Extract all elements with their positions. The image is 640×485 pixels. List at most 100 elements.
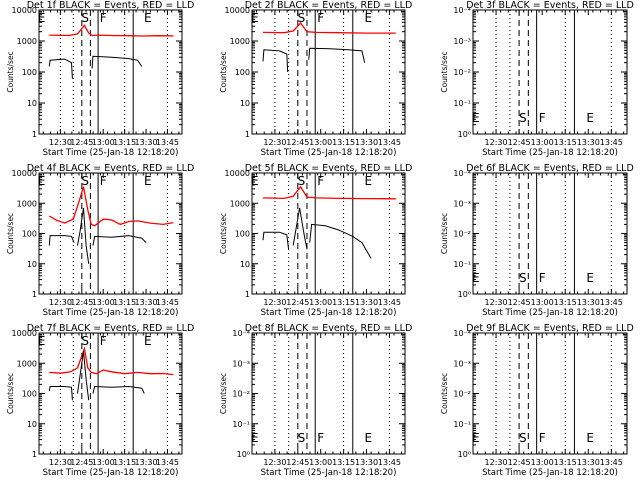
x-tick-label: 13:45 [156, 458, 179, 467]
x-tick-label: 13:00 [92, 458, 115, 467]
plot-title: Det 6f BLACK = Events, RED = LLD [466, 163, 634, 174]
series-line [48, 186, 174, 227]
y-axis-label: Counts/sec [6, 373, 15, 414]
y-axis-label: Counts/sec [6, 51, 15, 92]
x-tick-label: 12:30 [485, 138, 508, 147]
phase-marker-label: S [519, 431, 527, 445]
y-tick-label: 10 [27, 420, 37, 429]
x-tick-label: 13:00 [92, 298, 115, 307]
x-tick-label: 13:15 [332, 298, 355, 307]
x-tick-label: 13:00 [92, 138, 115, 147]
phase-marker-label: F [317, 11, 324, 25]
y-tick-label: 10⁻⁴ [453, 169, 471, 178]
phase-marker-label: E [38, 174, 46, 188]
y-tick-label: 10 [240, 99, 250, 108]
y-tick-label: 10 [240, 260, 250, 269]
phase-marker-label: E [38, 334, 46, 348]
x-axis-label: Start Time (25-Jan-18 12:18:20) [482, 468, 618, 478]
y-tick-label: 10000 [12, 329, 37, 338]
x-tick-label: 12:30 [485, 298, 508, 307]
plot-title: Det 3f BLACK = Events, RED = LLD [466, 0, 634, 11]
y-tick-label: 10⁻² [453, 390, 471, 399]
phase-marker-label: F [100, 174, 107, 188]
plot-panel: Det 4f BLACK = Events, RED = LLD 1 10 100 10… [6, 163, 194, 318]
x-tick-label: 13:30 [577, 138, 600, 147]
y-tick-label: 10⁻³ [232, 359, 250, 368]
x-tick-label: 12:45 [286, 458, 309, 467]
x-tick-label: 12:45 [508, 298, 531, 307]
x-tick-label: 12:45 [286, 138, 309, 147]
phase-marker-label: S [81, 174, 89, 188]
x-tick-label: 12:30 [49, 458, 72, 467]
y-tick-label: 10⁻³ [453, 199, 471, 208]
plot-panel: Det 6f BLACK = Events, RED = LLD 10⁰ 10⁻¹ 1… [440, 163, 634, 318]
x-tick-label: 13:30 [135, 138, 158, 147]
y-tick-label: 10⁻¹ [232, 420, 250, 429]
x-tick-label: 12:45 [508, 458, 531, 467]
series-line [262, 185, 396, 200]
phase-marker-label: E [251, 431, 259, 445]
phase-marker-label: S [519, 271, 527, 285]
y-tick-label: 10⁻¹ [453, 260, 471, 269]
y-tick-label: 100 [22, 390, 37, 399]
x-tick-label: 13:15 [113, 298, 136, 307]
x-tick-label: 12:30 [263, 458, 286, 467]
phase-marker-label: S [81, 334, 89, 348]
y-tick-label: 1 [32, 290, 37, 299]
phase-marker-label: F [100, 11, 107, 25]
x-tick-label: 13:15 [113, 458, 136, 467]
x-tick-label: 12:45 [508, 138, 531, 147]
x-axis-label: Start Time (25-Jan-18 12:18:20) [482, 308, 618, 318]
plot-panel: Det 8f BLACK = Events, RED = LLD 10⁰ 10⁻¹ 1… [219, 323, 412, 478]
y-tick-label: 10⁻¹ [453, 420, 471, 429]
y-tick-label: 1 [32, 130, 37, 139]
x-tick-label: 13:15 [554, 138, 577, 147]
y-tick-label: 10⁰ [458, 450, 471, 459]
phase-marker-label: E [38, 11, 46, 25]
y-tick-label: 10⁻³ [453, 359, 471, 368]
x-tick-label: 13:15 [554, 298, 577, 307]
x-tick-label: 13:15 [113, 138, 136, 147]
x-tick-label: 13:00 [531, 458, 554, 467]
x-tick-label: 13:15 [332, 458, 355, 467]
phase-marker-label: F [539, 431, 546, 445]
phase-marker-label: F [317, 174, 324, 188]
phase-marker-label: S [298, 174, 306, 188]
series-line [292, 207, 308, 250]
phase-marker-label: E [586, 271, 594, 285]
phase-marker-label: E [144, 11, 152, 25]
y-tick-label: 10⁰ [237, 450, 250, 459]
x-tick-label: 13:00 [309, 138, 332, 147]
phase-marker-label: S [298, 11, 306, 25]
series-line [49, 24, 174, 37]
phase-marker-label: F [100, 334, 107, 348]
y-axis-label: Counts/sec [440, 51, 449, 92]
series-line [308, 47, 366, 63]
x-tick-label: 12:30 [263, 138, 286, 147]
series-line [91, 55, 143, 69]
y-tick-label: 10⁻³ [453, 37, 471, 46]
plot-panel: Det 9f BLACK = Events, RED = LLD 10⁰ 10⁻¹ 1… [440, 323, 634, 478]
phase-marker-label: F [539, 111, 546, 125]
plot-panel: Det 2f BLACK = Events, RED = LLD 1 10 100 10… [219, 0, 412, 158]
plot-panel: Det 5f BLACK = Events, RED = LLD 1 10 100 10… [219, 163, 412, 318]
y-tick-label: 10⁰ [458, 290, 471, 299]
x-axis-label: Start Time (25-Jan-18 12:18:20) [482, 148, 618, 158]
x-tick-label: 13:00 [309, 298, 332, 307]
phase-marker-label: E [586, 111, 594, 125]
phase-marker-label: E [365, 174, 373, 188]
x-tick-label: 13:00 [531, 138, 554, 147]
plot-panel: Det 7f BLACK = Events, RED = LLD 1 10 100 10… [6, 323, 194, 478]
plot-title: Det 2f BLACK = Events, RED = LLD [245, 0, 413, 11]
y-tick-label: 100 [235, 68, 250, 77]
series-line [49, 346, 174, 376]
y-axis-label: Counts/sec [440, 373, 449, 414]
x-axis-label: Start Time (25-Jan-18 12:18:20) [43, 468, 179, 478]
phase-marker-label: E [365, 11, 373, 25]
plot-title: Det 5f BLACK = Events, RED = LLD [245, 163, 413, 174]
x-tick-label: 13:30 [135, 298, 158, 307]
y-axis-label: Counts/sec [440, 213, 449, 254]
y-tick-label: 1000 [17, 359, 37, 368]
x-tick-label: 13:45 [378, 138, 401, 147]
